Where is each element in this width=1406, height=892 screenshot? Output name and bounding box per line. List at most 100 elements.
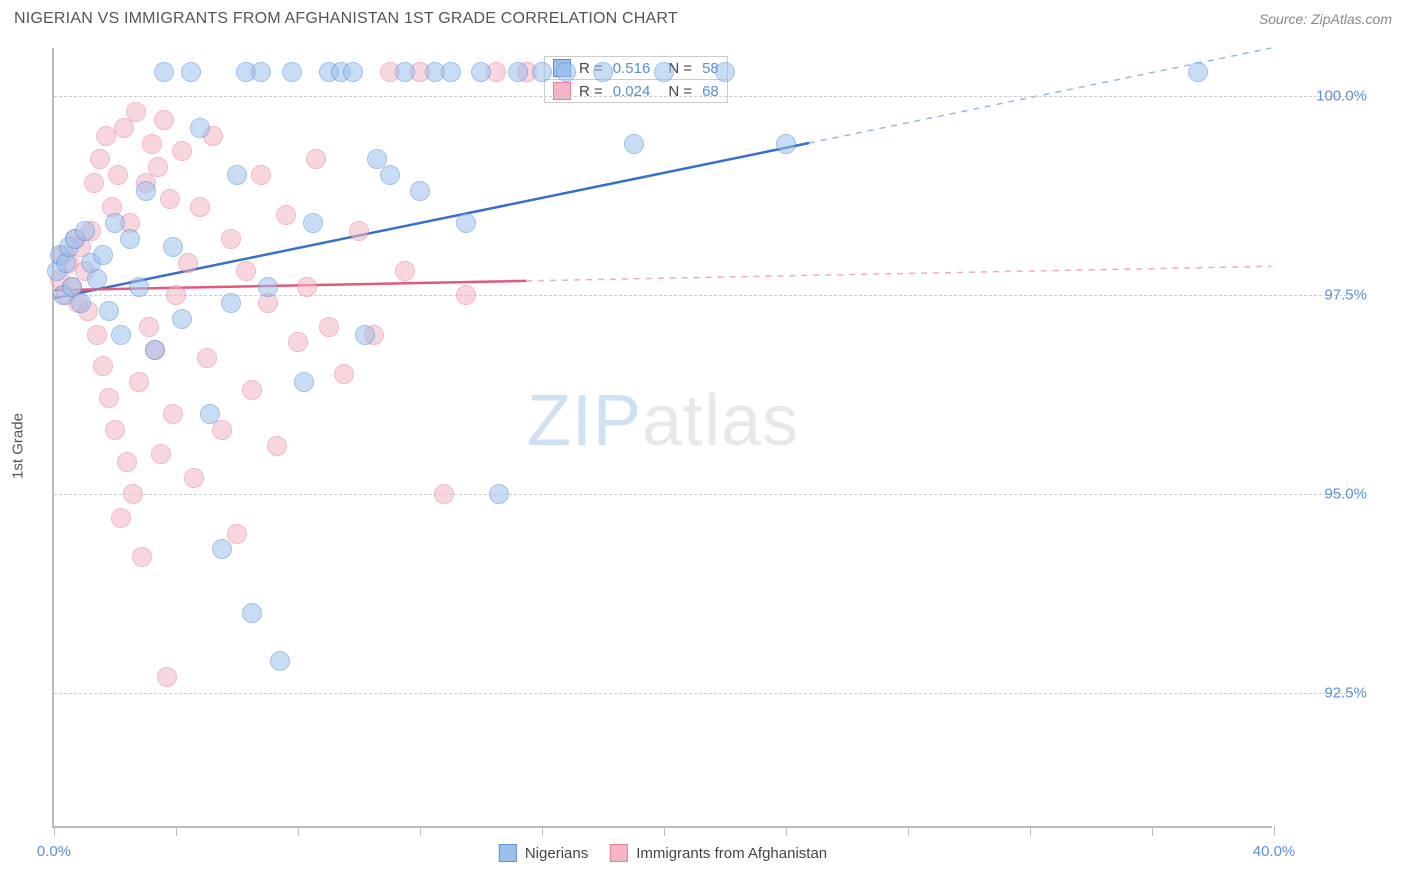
y-axis-label: 1st Grade	[10, 413, 27, 479]
data-point	[489, 484, 509, 504]
data-point	[145, 340, 165, 360]
xtick	[908, 826, 909, 836]
data-point	[151, 444, 171, 464]
legend-row: R =0.024N =68	[545, 80, 727, 102]
xtick	[542, 826, 543, 836]
data-point	[99, 388, 119, 408]
xtick-label: 0.0%	[37, 843, 71, 860]
xtick	[1030, 826, 1031, 836]
legend-item: Nigerians	[499, 844, 588, 862]
data-point	[111, 325, 131, 345]
xtick	[54, 826, 55, 836]
data-point	[117, 452, 137, 472]
ytick-label: 100.0%	[1316, 87, 1367, 104]
data-point	[90, 149, 110, 169]
data-point	[172, 309, 192, 329]
data-point	[129, 277, 149, 297]
data-point	[242, 380, 262, 400]
xtick	[420, 826, 421, 836]
data-point	[142, 134, 162, 154]
data-point	[556, 62, 576, 82]
data-point	[221, 229, 241, 249]
data-point	[184, 468, 204, 488]
data-point	[93, 356, 113, 376]
data-point	[395, 261, 415, 281]
xtick	[786, 826, 787, 836]
data-point	[108, 165, 128, 185]
data-point	[303, 213, 323, 233]
data-point	[297, 277, 317, 297]
xtick	[176, 826, 177, 836]
data-point	[105, 213, 125, 233]
data-point	[160, 189, 180, 209]
legend-item: Immigrants from Afghanistan	[610, 844, 827, 862]
data-point	[111, 508, 131, 528]
data-point	[178, 253, 198, 273]
data-point	[236, 261, 256, 281]
xtick	[1274, 826, 1275, 836]
data-point	[288, 332, 308, 352]
data-point	[105, 420, 125, 440]
xtick	[1152, 826, 1153, 836]
data-point	[75, 221, 95, 241]
chart-title: NIGERIAN VS IMMIGRANTS FROM AFGHANISTAN …	[14, 10, 678, 28]
data-point	[87, 269, 107, 289]
data-point	[136, 181, 156, 201]
data-point	[157, 667, 177, 687]
ytick-label: 92.5%	[1324, 684, 1367, 701]
data-point	[212, 420, 232, 440]
data-point	[471, 62, 491, 82]
data-point	[532, 62, 552, 82]
data-point	[96, 126, 116, 146]
data-point	[456, 285, 476, 305]
data-point	[227, 165, 247, 185]
data-point	[349, 221, 369, 241]
data-point	[270, 651, 290, 671]
data-point	[251, 62, 271, 82]
data-point	[132, 547, 152, 567]
data-point	[163, 404, 183, 424]
data-point	[410, 181, 430, 201]
data-point	[380, 165, 400, 185]
data-point	[148, 157, 168, 177]
gridline	[54, 295, 1352, 296]
ytick-label: 95.0%	[1324, 485, 1367, 502]
data-point	[441, 62, 461, 82]
data-point	[355, 325, 375, 345]
ytick-label: 97.5%	[1324, 286, 1367, 303]
data-point	[139, 317, 159, 337]
data-point	[242, 603, 262, 623]
data-point	[172, 141, 192, 161]
data-point	[715, 62, 735, 82]
plot-area: ZIPatlas R =0.516N =58R =0.024N =68 Nige…	[52, 48, 1272, 828]
data-point	[190, 197, 210, 217]
data-point	[306, 149, 326, 169]
data-point	[120, 229, 140, 249]
data-point	[434, 484, 454, 504]
data-point	[84, 173, 104, 193]
data-point	[212, 539, 232, 559]
data-point	[129, 372, 149, 392]
data-point	[200, 404, 220, 424]
data-point	[227, 524, 247, 544]
xtick	[298, 826, 299, 836]
data-point	[93, 245, 113, 265]
data-point	[267, 436, 287, 456]
xtick	[664, 826, 665, 836]
data-point	[166, 285, 186, 305]
data-point	[163, 237, 183, 257]
gridline	[54, 693, 1352, 694]
data-point	[654, 62, 674, 82]
data-point	[126, 102, 146, 122]
data-point	[221, 293, 241, 313]
data-point	[343, 62, 363, 82]
data-point	[456, 213, 476, 233]
data-point	[294, 372, 314, 392]
data-point	[276, 205, 296, 225]
data-point	[334, 364, 354, 384]
data-point	[776, 134, 796, 154]
data-point	[258, 277, 278, 297]
data-point	[319, 317, 339, 337]
data-point	[593, 62, 613, 82]
series-legend: Nigerians Immigrants from Afghanistan	[499, 844, 827, 862]
